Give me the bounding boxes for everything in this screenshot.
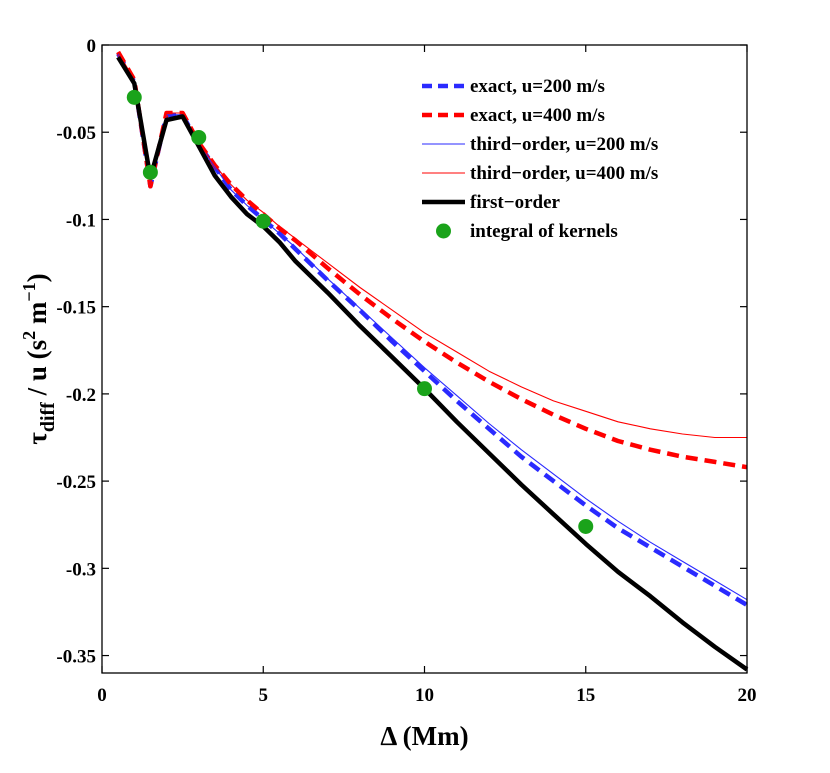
y-axis-title-sup1: 2 [19,331,39,340]
legend-label: third−order, u=200 m/s [470,134,658,155]
x-tick-label: 20 [738,685,757,706]
legend-label: integral of kernels [470,221,618,242]
y-tick-label: -0.35 [56,647,96,668]
x-tick-label: 15 [576,685,595,706]
kernel-integral-marker [578,518,594,534]
legend-marker [436,223,451,239]
series-line-first-order [116,56,749,672]
x-tick-label: 10 [415,685,434,706]
y-axis-title: τdiff / u (s2 m−1) [19,273,59,444]
y-tick-label: -0.1 [66,210,96,231]
series-line-exact-u-400-m-s [116,50,748,470]
legend: exact, u=200 m/s exact, u=400 m/s third−or… [422,76,658,242]
plot-area [116,50,749,672]
y-axis-title-rest: / u (s [22,340,52,402]
kernel-integral-marker [417,381,432,397]
y-axis-title-mid: m [22,301,52,331]
x-tick-label: 0 [97,685,107,706]
legend-label: third−order, u=400 m/s [470,163,658,184]
x-axis-title: Δ (Mm) [380,721,468,751]
y-tick-label: -0.15 [56,298,96,319]
legend-label: exact, u=200 m/s [470,76,605,97]
legend-label: first−order [470,192,561,213]
x-ticks: 0 5 10 15 20 [97,45,757,706]
kernel-integral-marker [191,129,207,145]
y-tick-label: -0.3 [66,559,96,580]
legend-label: exact, u=400 m/s [470,105,605,126]
y-tick-label: -0.25 [56,472,96,493]
y-tick-label: 0 [87,36,97,57]
y-axis-title-main: τ [22,432,52,445]
y-ticks: 0 -0.05 -0.1 -0.15 -0.2 -0.25 -0.3 -0.35 [56,36,747,668]
kernel-integral-marker [142,164,158,180]
y-axis-title-sub: diff [37,402,59,432]
kernel-integral-marker [255,213,271,229]
kernel-integral-marker [126,89,142,105]
x-tick-label: 5 [259,685,269,706]
y-tick-label: -0.2 [66,385,96,406]
y-axis-title-end: ) [22,273,52,282]
y-tick-label: -0.05 [56,123,96,144]
y-axis-title-sup2: −1 [19,282,39,301]
